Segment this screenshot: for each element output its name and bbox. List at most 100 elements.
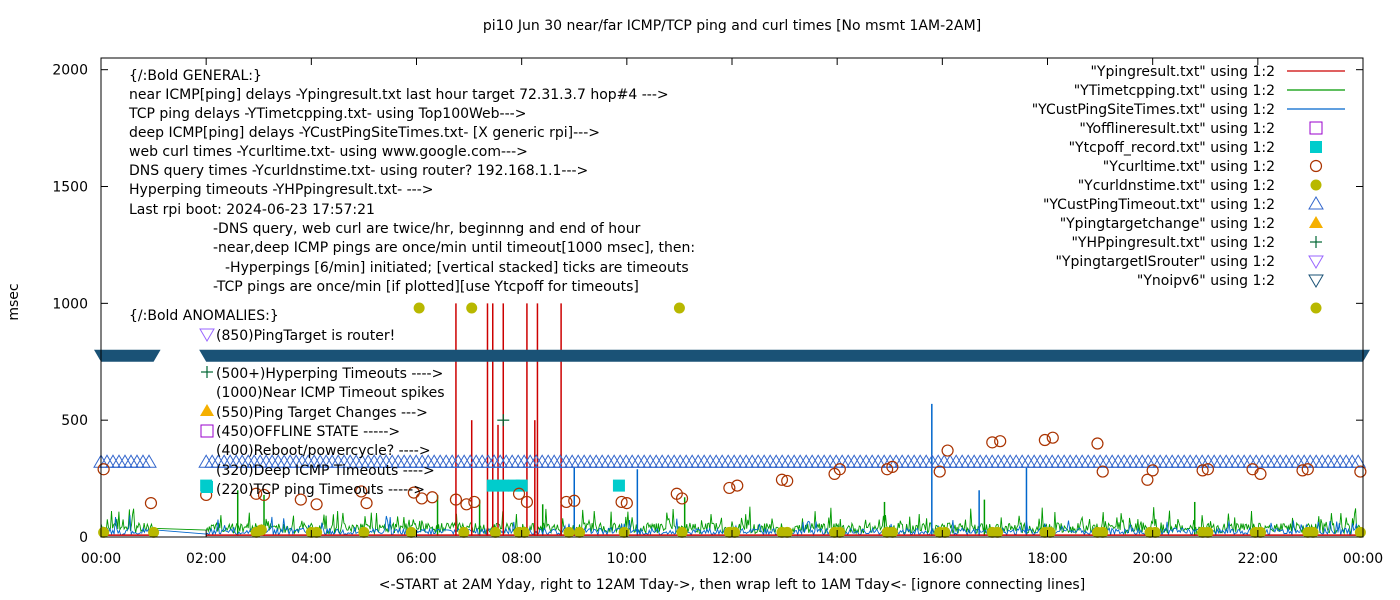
- dns-time-marker: [673, 302, 685, 314]
- curl-time-marker: [294, 493, 307, 506]
- curl-time-marker: [144, 497, 158, 510]
- curl-time-marker: [723, 481, 736, 495]
- annotation-line: (400)Reboot/powercycle? ---->: [216, 443, 431, 459]
- legend-label: "YCustPingTimeout.txt" using 1:2: [1043, 197, 1275, 213]
- y-tick-label: 0: [79, 530, 88, 546]
- curl-time-marker: [941, 444, 954, 457]
- annotation-line: web curl times -Ycurltime.txt- using www…: [129, 144, 528, 160]
- curl-time-marker: [449, 493, 463, 506]
- legend-swatch: [1309, 121, 1323, 135]
- annotation-line: near ICMP[ping] delays -Ypingresult.txt …: [129, 87, 669, 103]
- curl-time-marker: [933, 465, 946, 478]
- curl-time-marker: [568, 494, 581, 507]
- legend-label: "YTimetcpping.txt" using 1:2: [1074, 83, 1275, 99]
- dns-time-marker: [1310, 302, 1322, 314]
- y-axis-label: msec: [6, 283, 22, 320]
- annotation-line: -near,deep ICMP pings are once/min until…: [213, 240, 695, 256]
- legend-swatch: [1309, 216, 1323, 228]
- x-axis-label: <-START at 2AM Yday, right to 12AM Tday-…: [379, 577, 1085, 593]
- legend-label: "Ycurldnstime.txt" using 1:2: [1078, 178, 1275, 194]
- curl-time-marker: [250, 487, 263, 500]
- curl-time-marker: [1091, 437, 1104, 450]
- legend-swatch: [1308, 255, 1324, 269]
- curl-time-marker: [407, 486, 420, 499]
- legend: "Ypingresult.txt" using 1:2 "YTimetcpping…: [1032, 64, 1345, 289]
- x-tick-label: 14:00: [817, 551, 857, 567]
- anomaly-router-marker: [199, 328, 215, 342]
- x-tick-label: 04:00: [291, 551, 331, 567]
- y-tick-label: 1000: [52, 296, 88, 312]
- annotation-line: deep ICMP[ping] delays -YCustPingSiteTim…: [129, 125, 600, 141]
- annotation-line: -DNS query, web curl are twice/hr, begin…: [213, 221, 641, 237]
- dns-time-marker: [563, 526, 575, 538]
- curl-time-marker: [468, 495, 481, 509]
- annotation-line: (220)TCP ping Timeouts ----->: [216, 482, 425, 498]
- curl-time-marker: [615, 495, 628, 509]
- legend-label: "Ypingresult.txt" using 1:2: [1090, 64, 1275, 80]
- dns-time-marker: [98, 526, 110, 538]
- anomaly-tcp-timeout-marker: [201, 481, 213, 493]
- curl-time-marker: [460, 498, 473, 511]
- x-tick-label: 06:00: [396, 551, 436, 567]
- annotation-line: {/:Bold GENERAL:}: [129, 68, 262, 84]
- dns-time-marker: [574, 526, 586, 538]
- curl-time-marker: [881, 463, 894, 476]
- anomaly-target-change-marker: [200, 404, 214, 416]
- curl-time-marker: [675, 492, 689, 505]
- dns-time-marker: [489, 526, 501, 538]
- x-tick-label: 20:00: [1132, 551, 1172, 567]
- dns-time-marker: [781, 526, 793, 538]
- curl-time-marker: [355, 485, 368, 498]
- curl-time-marker: [775, 473, 789, 486]
- x-tick-label: 10:00: [607, 551, 647, 567]
- curl-time-marker: [1301, 463, 1314, 476]
- deep-icmp-trace: [100, 515, 1364, 537]
- dns-time-marker: [1354, 526, 1366, 538]
- annotation-block: {/:Bold GENERAL:} near ICMP[ping] delays …: [128, 68, 695, 498]
- dns-time-marker: [1044, 526, 1056, 538]
- x-tick-label: 00:00: [81, 551, 121, 567]
- curl-time-marker: [257, 488, 271, 502]
- anomaly-offline-marker: [200, 424, 214, 438]
- dns-time-marker: [886, 526, 898, 538]
- no-ipv6-band: [199, 349, 1371, 362]
- curl-time-marker: [426, 491, 439, 504]
- dns-time-marker: [1202, 526, 1214, 538]
- dns-time-marker: [1097, 526, 1109, 538]
- curl-time-marker: [560, 495, 573, 509]
- hyperping-marker: [497, 414, 510, 427]
- x-tick-label: 08:00: [501, 551, 541, 567]
- legend-label: "YCustPingSiteTimes.txt" using 1:2: [1032, 102, 1275, 118]
- y-tick-label: 1500: [52, 180, 88, 196]
- annotation-line: (850)PingTarget is router!: [216, 328, 395, 344]
- curl-time-marker: [1146, 464, 1159, 477]
- legend-label: "Ypingtargetchange" using 1:2: [1060, 216, 1275, 232]
- data-layer: [93, 302, 1371, 538]
- annotation-line: -TCP pings are once/min [if plotted][use…: [213, 279, 639, 295]
- tcp-off-marker: [612, 479, 625, 492]
- chart-title: pi10 Jun 30 near/far ICMP/TCP ping and c…: [483, 18, 981, 34]
- y-tick-label: 2000: [52, 63, 88, 79]
- deep-icmp-timeout-marker: [141, 454, 157, 468]
- curl-time-marker: [1096, 465, 1109, 478]
- dns-time-marker: [992, 526, 1004, 538]
- x-tick-label: 02:00: [186, 551, 226, 567]
- legend-swatch: [1310, 141, 1322, 153]
- dns-time-marker: [405, 526, 417, 538]
- dns-time-marker: [518, 526, 530, 538]
- tcp-off-marker: [486, 479, 499, 492]
- dns-time-marker: [255, 524, 267, 536]
- annotation-line: Hyperping timeouts -YHPpingresult.txt- -…: [129, 182, 434, 198]
- annotation-line: (320)Deep ICMP Timeouts ---->: [216, 463, 435, 479]
- legend-swatch: [1310, 236, 1322, 248]
- curl-time-marker: [310, 498, 323, 511]
- axis-ticks: 00:00 02:00 04:00 06:00 08:00 10:00 12:00 14:00…: [52, 58, 1383, 567]
- annotation-line: (500+)Hyperping Timeouts ---->: [216, 366, 443, 382]
- curl-time-marker: [781, 474, 794, 488]
- dns-time-marker: [148, 526, 160, 538]
- deep-icmp-timeout-marker: [1350, 454, 1367, 468]
- dns-time-marker: [466, 302, 478, 314]
- annotation-line: DNS query times -Ycurldnstime.txt- using…: [129, 163, 588, 179]
- tcp-off-marker: [497, 479, 510, 492]
- curl-time-marker: [1038, 433, 1051, 447]
